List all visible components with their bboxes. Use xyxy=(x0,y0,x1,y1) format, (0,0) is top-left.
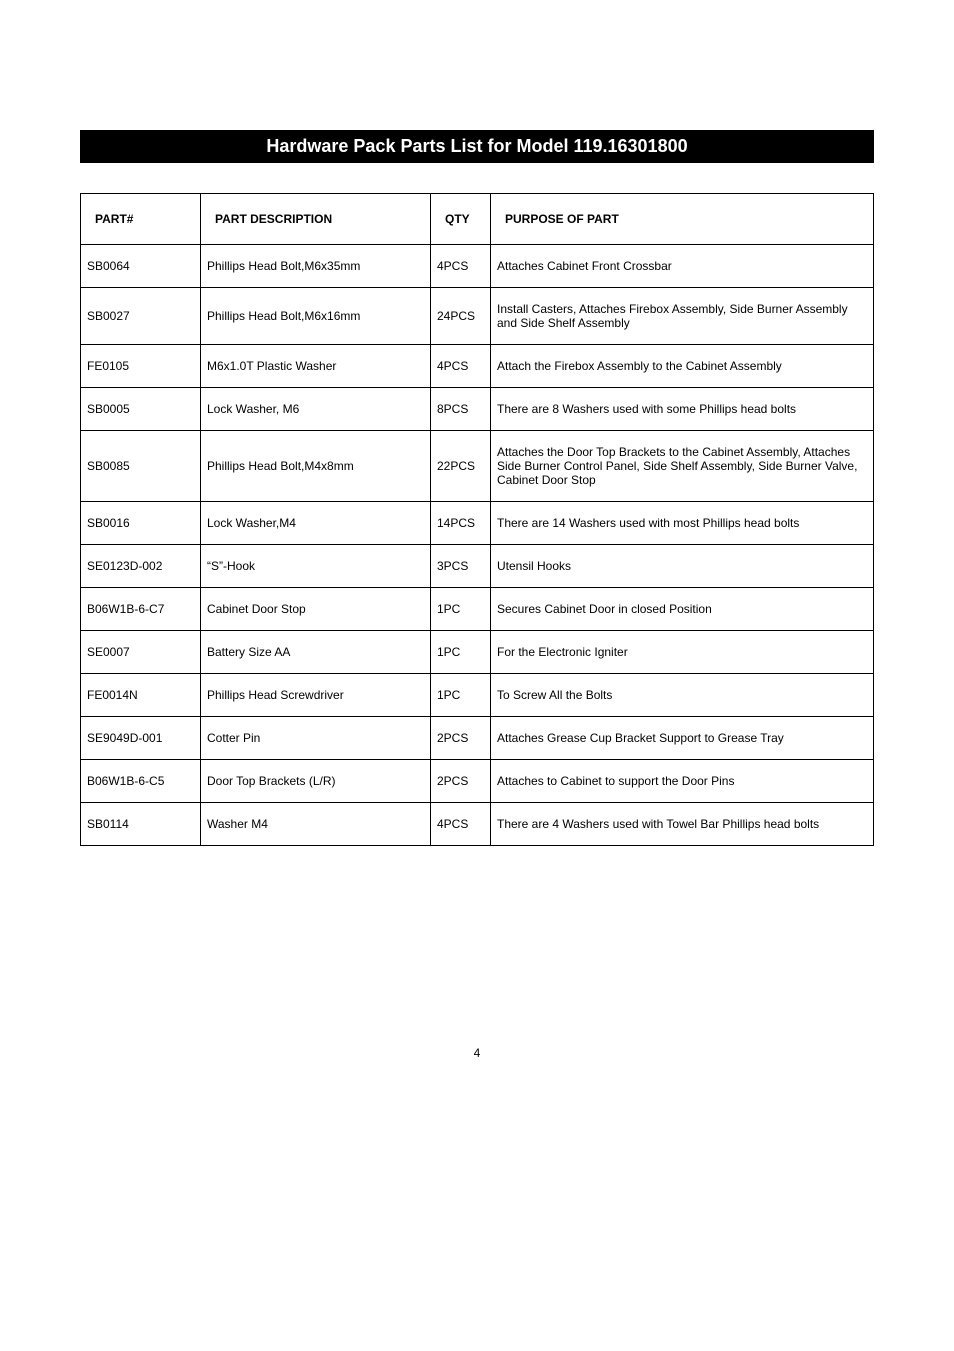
cell-purpose: Attaches Cabinet Front Crossbar xyxy=(491,245,874,288)
table-row: SB0085Phillips Head Bolt,M4x8mm22PCSAtta… xyxy=(81,431,874,502)
cell-purpose: Install Casters, Attaches Firebox Assemb… xyxy=(491,288,874,345)
page-title: Hardware Pack Parts List for Model 119.1… xyxy=(266,136,687,156)
table-row: B06W1B-6-C7Cabinet Door Stop1PCSecures C… xyxy=(81,588,874,631)
cell-qty: 1PC xyxy=(431,674,491,717)
header-qty: QTY xyxy=(431,194,491,245)
cell-purpose: For the Electronic Igniter xyxy=(491,631,874,674)
cell-qty: 4PCS xyxy=(431,245,491,288)
table-row: SB0005Lock Washer, M68PCSThere are 8 Was… xyxy=(81,388,874,431)
cell-desc: Phillips Head Screwdriver xyxy=(201,674,431,717)
parts-table: PART# PART DESCRIPTION QTY PURPOSE OF PA… xyxy=(80,193,874,846)
cell-desc: Phillips Head Bolt,M6x35mm xyxy=(201,245,431,288)
cell-desc: Door Top Brackets (L/R) xyxy=(201,760,431,803)
cell-part: SB0085 xyxy=(81,431,201,502)
cell-purpose: Secures Cabinet Door in closed Position xyxy=(491,588,874,631)
cell-desc: “S”-Hook xyxy=(201,545,431,588)
table-body: SB0064Phillips Head Bolt,M6x35mm4PCSAtta… xyxy=(81,245,874,846)
table-row: SE9049D-001Cotter Pin2PCSAttaches Grease… xyxy=(81,717,874,760)
cell-part: SE9049D-001 xyxy=(81,717,201,760)
cell-part: B06W1B-6-C5 xyxy=(81,760,201,803)
table-row: SB0114Washer M44PCSThere are 4 Washers u… xyxy=(81,803,874,846)
cell-purpose: There are 8 Washers used with some Phill… xyxy=(491,388,874,431)
table-row: SB0016Lock Washer,M414PCSThere are 14 Wa… xyxy=(81,502,874,545)
cell-qty: 8PCS xyxy=(431,388,491,431)
cell-qty: 2PCS xyxy=(431,760,491,803)
cell-part: SB0016 xyxy=(81,502,201,545)
cell-purpose: To Screw All the Bolts xyxy=(491,674,874,717)
page-container: Hardware Pack Parts List for Model 119.1… xyxy=(0,0,954,1100)
table-row: SB0064Phillips Head Bolt,M6x35mm4PCSAtta… xyxy=(81,245,874,288)
page-title-bar: Hardware Pack Parts List for Model 119.1… xyxy=(80,130,874,163)
table-row: SE0007Battery Size AA1PCFor the Electron… xyxy=(81,631,874,674)
cell-qty: 4PCS xyxy=(431,345,491,388)
cell-desc: Cotter Pin xyxy=(201,717,431,760)
table-row: SE0123D-002“S”-Hook3PCSUtensil Hooks xyxy=(81,545,874,588)
cell-part: B06W1B-6-C7 xyxy=(81,588,201,631)
cell-part: SB0064 xyxy=(81,245,201,288)
cell-desc: Phillips Head Bolt,M4x8mm xyxy=(201,431,431,502)
header-desc: PART DESCRIPTION xyxy=(201,194,431,245)
table-header: PART# PART DESCRIPTION QTY PURPOSE OF PA… xyxy=(81,194,874,245)
cell-desc: Cabinet Door Stop xyxy=(201,588,431,631)
cell-desc: Lock Washer, M6 xyxy=(201,388,431,431)
table-header-row: PART# PART DESCRIPTION QTY PURPOSE OF PA… xyxy=(81,194,874,245)
cell-qty: 24PCS xyxy=(431,288,491,345)
cell-purpose: Utensil Hooks xyxy=(491,545,874,588)
cell-desc: Washer M4 xyxy=(201,803,431,846)
table-row: FE0105M6x1.0T Plastic Washer4PCSAttach t… xyxy=(81,345,874,388)
cell-purpose: Attaches Grease Cup Bracket Support to G… xyxy=(491,717,874,760)
cell-purpose: Attaches the Door Top Brackets to the Ca… xyxy=(491,431,874,502)
cell-purpose: Attach the Firebox Assembly to the Cabin… xyxy=(491,345,874,388)
header-purpose: PURPOSE OF PART xyxy=(491,194,874,245)
cell-qty: 22PCS xyxy=(431,431,491,502)
cell-desc: Phillips Head Bolt,M6x16mm xyxy=(201,288,431,345)
header-part: PART# xyxy=(81,194,201,245)
cell-desc: Battery Size AA xyxy=(201,631,431,674)
cell-part: FE0105 xyxy=(81,345,201,388)
table-row: SB0027Phillips Head Bolt,M6x16mm24PCSIns… xyxy=(81,288,874,345)
cell-desc: M6x1.0T Plastic Washer xyxy=(201,345,431,388)
cell-qty: 14PCS xyxy=(431,502,491,545)
cell-qty: 2PCS xyxy=(431,717,491,760)
cell-qty: 1PC xyxy=(431,631,491,674)
cell-purpose: There are 4 Washers used with Towel Bar … xyxy=(491,803,874,846)
table-row: B06W1B-6-C5Door Top Brackets (L/R)2PCSAt… xyxy=(81,760,874,803)
cell-part: SB0114 xyxy=(81,803,201,846)
cell-qty: 4PCS xyxy=(431,803,491,846)
cell-part: SB0005 xyxy=(81,388,201,431)
cell-purpose: There are 14 Washers used with most Phil… xyxy=(491,502,874,545)
cell-qty: 3PCS xyxy=(431,545,491,588)
cell-part: SB0027 xyxy=(81,288,201,345)
cell-desc: Lock Washer,M4 xyxy=(201,502,431,545)
cell-part: FE0014N xyxy=(81,674,201,717)
cell-part: SE0007 xyxy=(81,631,201,674)
cell-qty: 1PC xyxy=(431,588,491,631)
cell-purpose: Attaches to Cabinet to support the Door … xyxy=(491,760,874,803)
table-row: FE0014NPhillips Head Screwdriver1PCTo Sc… xyxy=(81,674,874,717)
cell-part: SE0123D-002 xyxy=(81,545,201,588)
page-number: 4 xyxy=(80,1046,874,1060)
